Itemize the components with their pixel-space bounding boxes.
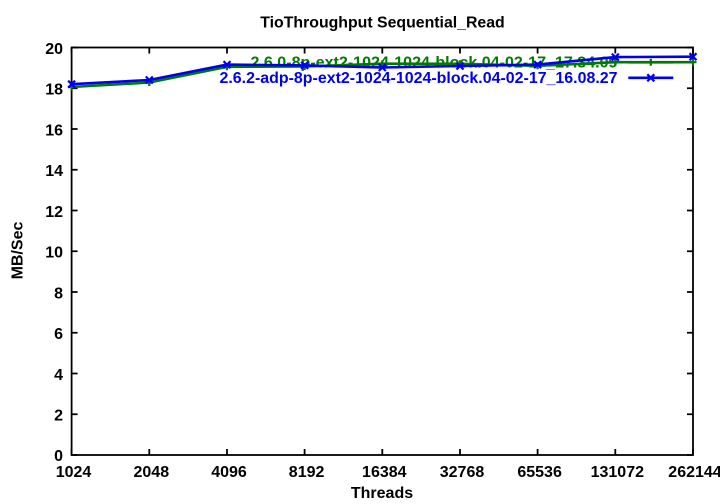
svg-text:16384: 16384	[362, 464, 407, 481]
svg-text:Threads: Threads	[351, 485, 413, 502]
svg-text:2: 2	[54, 408, 63, 425]
svg-text:1024: 1024	[56, 464, 92, 481]
svg-text:65536: 65536	[517, 464, 562, 481]
svg-text:14: 14	[45, 163, 63, 180]
svg-text:8192: 8192	[289, 464, 325, 481]
svg-text:6: 6	[54, 326, 63, 343]
svg-text:32768: 32768	[440, 464, 485, 481]
svg-text:16: 16	[45, 122, 63, 139]
svg-text:12: 12	[45, 204, 63, 221]
svg-text:MB/Sec: MB/Sec	[10, 222, 27, 280]
svg-text:2.6.2-adp-8p-ext2-1024-1024-bl: 2.6.2-adp-8p-ext2-1024-1024-block.04-02-…	[220, 70, 618, 87]
svg-text:131072: 131072	[591, 464, 644, 481]
svg-text:8: 8	[54, 285, 63, 302]
svg-text:18: 18	[45, 82, 63, 99]
svg-text:20: 20	[45, 41, 63, 58]
svg-text:0: 0	[54, 448, 63, 465]
svg-text:262144: 262144	[668, 464, 720, 481]
svg-text:TioThroughput Sequential_Read: TioThroughput Sequential_Read	[260, 15, 505, 32]
svg-text:10: 10	[45, 245, 63, 262]
svg-text:4096: 4096	[211, 464, 247, 481]
svg-text:4: 4	[54, 367, 63, 384]
svg-text:2048: 2048	[134, 464, 170, 481]
